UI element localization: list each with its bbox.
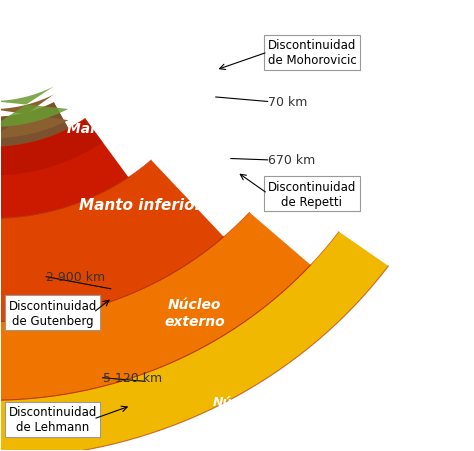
Text: 670 km: 670 km <box>268 154 315 167</box>
Polygon shape <box>0 102 128 219</box>
Text: Discontinuidad
de Repetti: Discontinuidad de Repetti <box>268 180 356 208</box>
Polygon shape <box>0 157 310 400</box>
Polygon shape <box>0 102 103 176</box>
Text: Núcleo
interno: Núcleo interno <box>211 396 263 423</box>
Polygon shape <box>0 103 68 147</box>
Text: Núcleo
externo: Núcleo externo <box>164 298 225 328</box>
Text: Discontinuidad
de Gutenberg: Discontinuidad de Gutenberg <box>9 299 97 327</box>
Polygon shape <box>0 129 224 322</box>
Text: Discontinuidad
de Mohorovicic: Discontinuidad de Mohorovicic <box>268 39 356 67</box>
Text: 70 km: 70 km <box>268 96 307 109</box>
Polygon shape <box>0 95 68 139</box>
Polygon shape <box>0 87 68 128</box>
Text: Manto superior: Manto superior <box>66 122 186 136</box>
Polygon shape <box>0 158 388 451</box>
Polygon shape <box>0 92 68 147</box>
Text: 2 900 km: 2 900 km <box>46 271 105 284</box>
Text: Corteza: Corteza <box>146 74 201 86</box>
Text: Discontinuidad
de Lehmann: Discontinuidad de Lehmann <box>9 405 97 433</box>
Text: Manto inferior: Manto inferior <box>79 198 202 213</box>
Text: 5 120 km: 5 120 km <box>103 372 162 384</box>
